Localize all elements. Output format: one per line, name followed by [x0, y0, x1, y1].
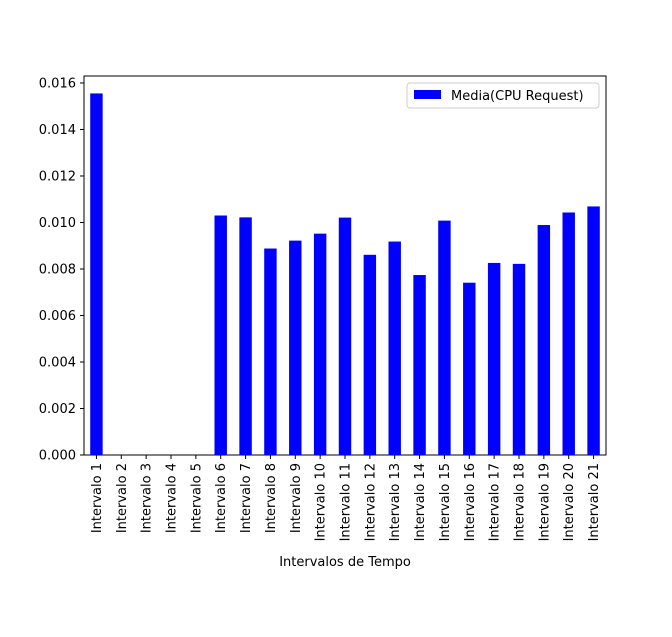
- x-tick-label: Intervalo 19: [537, 463, 552, 541]
- x-tick-label: Intervalo 15: [438, 463, 453, 541]
- bar: [487, 262, 501, 455]
- x-tick-label: Intervalo 8: [264, 463, 279, 533]
- bar: [512, 263, 526, 455]
- y-tick-label: 0.000: [39, 449, 76, 464]
- bar: [413, 275, 426, 455]
- x-tick-label: Intervalo 21: [587, 463, 602, 541]
- bar: [587, 206, 600, 455]
- bars-group: [90, 93, 600, 455]
- y-tick-label: 0.010: [39, 216, 76, 231]
- bar: [313, 233, 327, 455]
- bar: [214, 215, 227, 455]
- y-tick-label: 0.016: [39, 76, 76, 91]
- x-tick-label: Intervalo 2: [115, 463, 130, 533]
- bar: [289, 240, 302, 455]
- x-tick-label: Intervalo 10: [314, 463, 329, 541]
- y-tick-label: 0.014: [39, 123, 76, 138]
- x-tick-label: Intervalo 16: [463, 463, 478, 541]
- x-tick-label: Intervalo 13: [388, 463, 403, 541]
- x-tick-label: Intervalo 3: [140, 463, 155, 533]
- legend-box: [406, 82, 600, 109]
- x-axis: Intervalo 1 Intervalo 2 Intervalo 3 Interva…: [90, 455, 602, 541]
- x-tick-label: Intervalo 12: [363, 463, 378, 541]
- bar: [562, 212, 575, 455]
- x-tick-label: Intervalo 20: [562, 463, 577, 541]
- x-tick-label: Intervalo 18: [513, 463, 528, 541]
- y-tick-label: 0.006: [39, 309, 76, 324]
- x-tick-label: Intervalo 5: [189, 463, 204, 533]
- bar: [264, 248, 277, 455]
- bar: [239, 217, 252, 455]
- x-tick-label: Intervalo 9: [289, 463, 304, 533]
- bar: [363, 254, 377, 455]
- x-tick-label: Intervalo 1: [90, 463, 105, 533]
- x-tick-label: Intervalo 11: [339, 463, 354, 541]
- legend-swatch: [414, 90, 441, 99]
- legend: Media(CPU Request): [406, 82, 600, 109]
- bar: [388, 241, 401, 455]
- y-tick-label: 0.004: [39, 355, 76, 370]
- bar: [90, 93, 103, 455]
- x-axis-label: Intervalos de Tempo: [279, 555, 411, 570]
- x-tick-label: Intervalo 14: [413, 463, 428, 541]
- y-tick-label: 0.002: [39, 402, 76, 417]
- x-tick-label: Intervalo 17: [488, 463, 503, 541]
- x-tick-label: Intervalo 7: [239, 463, 254, 533]
- bar: [537, 225, 551, 455]
- x-tick-label: Intervalo 4: [165, 463, 180, 533]
- y-tick-label: 0.008: [39, 262, 76, 277]
- bar: [438, 220, 451, 455]
- y-tick-label: 0.012: [39, 169, 76, 184]
- bar: [338, 217, 352, 455]
- bar: [463, 282, 476, 455]
- legend-label: Media(CPU Request): [451, 89, 584, 104]
- y-axis: 0.000 0.002 0.004 0.006 0.008 0.010 0.012 0.014…: [39, 76, 84, 464]
- x-tick-label: Intervalo 6: [214, 463, 229, 533]
